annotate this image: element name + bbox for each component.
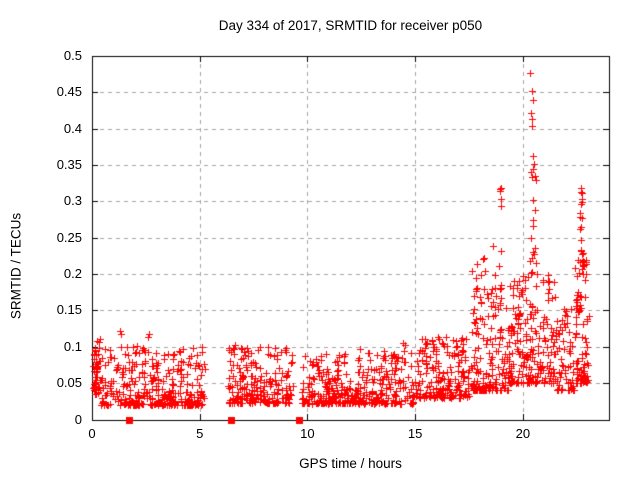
y-tick-label: 0.1 (63, 338, 82, 354)
x-axis-label: GPS time / hours (299, 456, 402, 471)
y-tick-label: 0 (74, 411, 82, 427)
x-tick-label: 10 (300, 426, 315, 441)
x-tick-label: 15 (407, 426, 423, 441)
x-tick-label: 5 (196, 426, 204, 441)
y-tick-label: 0.35 (56, 157, 82, 173)
y-tick-label: 0.2 (63, 266, 82, 282)
x-tick-label: 0 (88, 426, 96, 441)
x-tick-label: 20 (515, 426, 531, 441)
chart-title: Day 334 of 2017, SRMTID for receiver p05… (218, 18, 483, 33)
y-tick-label: 0.05 (56, 375, 82, 391)
y-tick-label: 0.3 (63, 193, 82, 209)
y-tick-label: 0.15 (56, 302, 82, 318)
y-tick-label: 0.45 (56, 84, 82, 100)
y-tick-label: 0.5 (63, 48, 82, 63)
y-tick-label: 0.4 (63, 120, 82, 136)
y-tick-label: 0.25 (56, 229, 82, 245)
